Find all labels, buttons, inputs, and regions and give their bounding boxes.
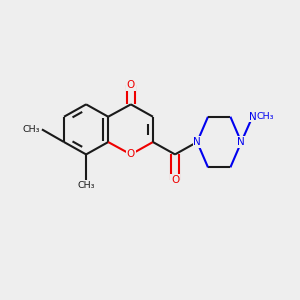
- Text: O: O: [127, 149, 135, 159]
- Text: CH₃: CH₃: [77, 181, 95, 190]
- Text: CH₃: CH₃: [23, 125, 40, 134]
- Text: N: N: [193, 137, 201, 147]
- Text: O: O: [171, 175, 179, 185]
- Text: O: O: [127, 80, 135, 90]
- Text: N: N: [237, 137, 245, 147]
- Text: N: N: [249, 112, 256, 122]
- Text: CH₃: CH₃: [257, 112, 274, 121]
